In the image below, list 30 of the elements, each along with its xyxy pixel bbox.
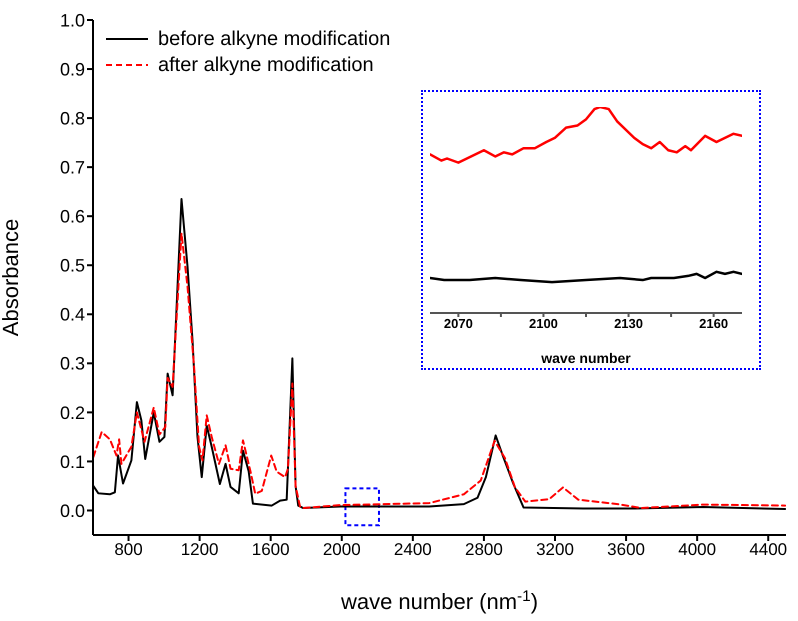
- x-tick-label: 2130: [614, 316, 644, 332]
- y-tick-label: 0.3: [60, 354, 85, 374]
- y-tick-label: 0.1: [60, 452, 85, 472]
- x-tick-label: 3600: [607, 540, 645, 560]
- x-tick-label: 2100: [528, 316, 558, 332]
- y-tick-label: 0.2: [60, 402, 85, 423]
- y-axis-title: Absorbance: [0, 218, 23, 336]
- y-tick-label: 0.6: [60, 206, 85, 227]
- x-tick-label: 2800: [465, 540, 503, 560]
- y-tick-label: 0.9: [60, 59, 85, 80]
- y-tick-label: 0.7: [60, 158, 85, 178]
- x-tick-label: 3200: [536, 540, 574, 560]
- x-tick-label: 1600: [252, 540, 290, 560]
- x-tick-label: 800: [114, 540, 143, 560]
- x-tick-label: 4000: [678, 540, 716, 560]
- x-tick-label: 2400: [394, 540, 432, 560]
- y-tick-label: 0.8: [60, 108, 85, 128]
- x-axis-title: wave number (nm$^{-1}$): [340, 588, 538, 614]
- x-tick-label: 4400: [749, 540, 788, 560]
- y-tick-label: 0.5: [60, 256, 85, 276]
- x-tick-label: 2000: [322, 540, 361, 560]
- x-tick-label: 2160: [699, 316, 728, 332]
- legend-label: before alkyne modification: [158, 27, 390, 52]
- legend-label: after alkyne modification: [158, 53, 374, 78]
- x-tick-label: 1200: [180, 540, 219, 560]
- y-tick-label: 0.0: [60, 500, 85, 521]
- y-tick-label: 0.4: [60, 304, 85, 325]
- y-tick-label: 1.0: [60, 10, 85, 30]
- x-axis-title: wave number: [540, 350, 632, 366]
- x-tick-label: 2070: [444, 316, 473, 332]
